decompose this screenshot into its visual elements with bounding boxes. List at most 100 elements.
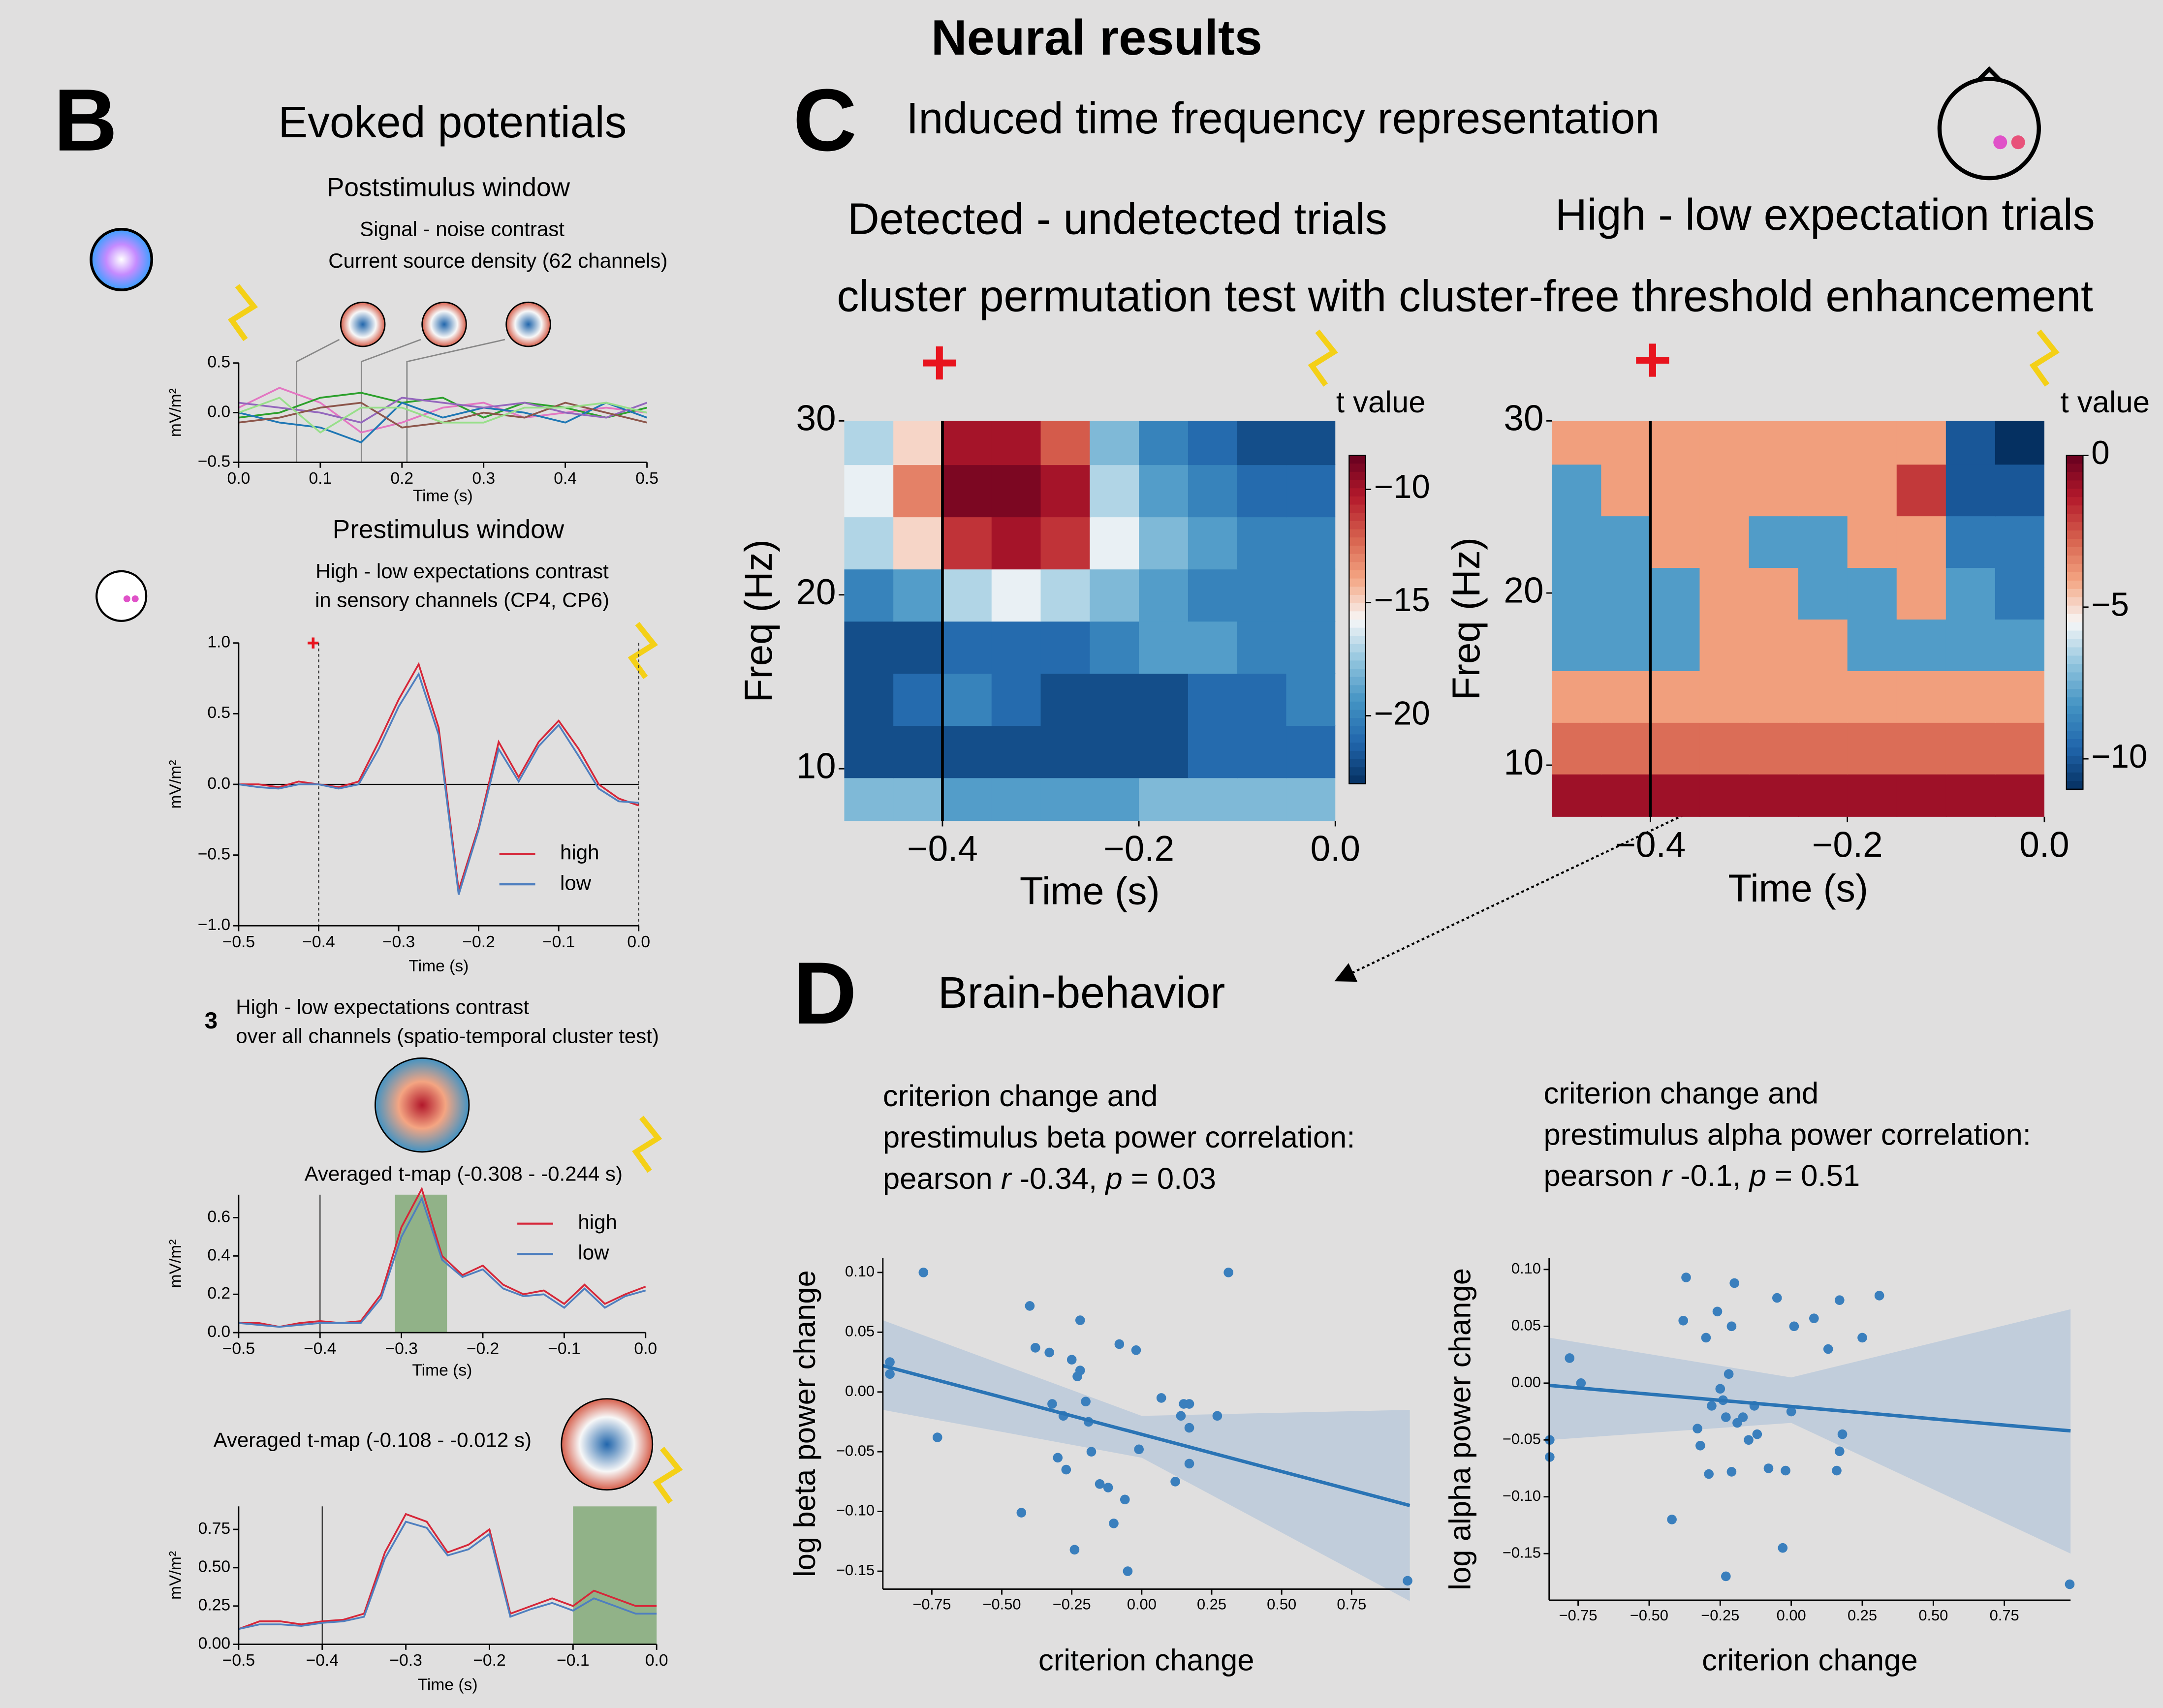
colorbar-segment	[1349, 644, 1366, 653]
y-tick-label: 0.05	[845, 1322, 875, 1339]
heatmap-cell	[1601, 515, 1651, 568]
scatter-point	[1701, 1333, 1711, 1343]
subtitle: Poststimulus window	[327, 173, 570, 202]
colorbar-segment	[1349, 611, 1366, 621]
chart-title: criterion change and	[883, 1079, 1158, 1113]
highlight-span	[573, 1506, 657, 1645]
heatmap-cell	[1090, 621, 1140, 674]
heatmap-cell	[991, 725, 1041, 778]
scatter-point	[1134, 1444, 1144, 1455]
colorbar-segment	[1349, 587, 1366, 596]
heatmap-cell	[1090, 421, 1140, 466]
heatmap-cell	[1090, 777, 1140, 821]
colorbar-segment	[1349, 693, 1366, 703]
y-tick-label: −0.15	[1503, 1544, 1541, 1561]
heatmap-cell	[1945, 774, 1996, 817]
x-axis-label: Time (s)	[412, 1361, 472, 1379]
heatmap-cell	[893, 621, 943, 674]
colorbar-segment	[2066, 522, 2083, 531]
heatmap-cell	[1896, 515, 1947, 568]
colorbar-tick-label: −15	[1374, 582, 1430, 619]
x-tick-label: −0.3	[382, 933, 415, 951]
subtitle: High - low expectations contrast	[236, 995, 529, 1019]
heatmap-cell	[1040, 464, 1091, 518]
heatmap-cell	[1040, 516, 1091, 570]
confidence-band	[1549, 1309, 2071, 1554]
heatmap-cell	[1601, 774, 1651, 817]
y-tick-label: 1.0	[207, 633, 230, 652]
heatmap-cell	[1798, 464, 1849, 517]
heatmap-cell	[1188, 621, 1238, 674]
chart-title: prestimulus beta power correlation:	[883, 1120, 1355, 1154]
colorbar-tick-label: 0	[2091, 435, 2109, 471]
heatmap-cell	[942, 568, 993, 622]
y-axis-label: log beta power change	[788, 1270, 822, 1577]
colorbar-segment	[2066, 689, 2083, 698]
heatmap-cell	[1237, 725, 1287, 778]
stat-part: = 0.03	[1123, 1162, 1216, 1196]
colorbar-frame	[1348, 455, 1367, 784]
y-tick-label: 0.0	[207, 403, 230, 421]
colorbar-segment	[2066, 622, 2083, 631]
heatmap-cell	[1139, 725, 1189, 778]
x-tick-label: −0.3	[385, 1340, 417, 1358]
colorbar-segment	[1349, 480, 1366, 489]
colorbar-segment	[2066, 589, 2083, 598]
scatter-point	[1715, 1384, 1725, 1394]
y-tick-label: 0.5	[207, 704, 230, 722]
x-tick-label: −0.2	[467, 1340, 499, 1358]
heatmap-cell	[1995, 619, 2044, 671]
heatmap-cell	[1650, 774, 1700, 817]
y-tick-label: −0.05	[836, 1442, 875, 1459]
colorbar-segment	[1349, 603, 1366, 612]
scatter-point	[1778, 1543, 1788, 1553]
scatter-point	[1223, 1268, 1233, 1277]
confidence-band	[882, 1320, 1410, 1601]
scatter-point	[1176, 1411, 1186, 1421]
legend-label: low	[578, 1241, 609, 1264]
y-tick-label: 0.10	[1511, 1260, 1541, 1277]
scatter-point	[1170, 1477, 1180, 1487]
heatmap-cells	[844, 421, 1336, 821]
heatmap-cell	[1945, 464, 1996, 517]
heatmap-cell	[991, 673, 1041, 726]
y-tick-label: 20	[1504, 570, 1543, 610]
colorbar-segment	[1349, 685, 1366, 694]
colorbar-segment	[2066, 614, 2083, 623]
scatter-point	[2065, 1579, 2075, 1589]
x-tick-label: −0.5	[222, 1340, 255, 1358]
colorbar-segment	[2066, 455, 2083, 465]
x-axis-label: Time (s)	[1728, 867, 1868, 910]
colorbar-segment	[2066, 655, 2083, 665]
heatmap-cell	[942, 621, 993, 674]
scatter-point	[1066, 1355, 1077, 1365]
heatmap-cell	[991, 421, 1041, 466]
x-tick-label: −0.4	[302, 933, 335, 951]
colorbar-segment	[2066, 597, 2083, 607]
colorbar-segment	[2066, 755, 2083, 765]
scatter-point	[1724, 1369, 1734, 1379]
heatmap-cell	[1286, 568, 1336, 622]
heatmap-cell	[991, 464, 1041, 518]
y-tick-label: −0.15	[836, 1561, 875, 1579]
heatmap-cell	[1945, 567, 1996, 620]
subtitle: over all channels (spatio-temporal clust…	[236, 1024, 659, 1047]
heatmap-cell	[942, 421, 993, 466]
colorbar-segment	[1349, 545, 1366, 555]
heatmap-cell	[844, 673, 894, 726]
scatter-point	[885, 1357, 895, 1367]
x-axis-label: Time (s)	[418, 1676, 478, 1694]
heatmap-cell	[1552, 421, 1602, 465]
axes: −0.4 −0.2 0.0 10 20 30 Time (s) Freq (Hz)	[737, 399, 1360, 913]
heatmap-cell	[1847, 619, 1898, 671]
heatmap-cell	[1699, 670, 1750, 723]
highlight-span	[395, 1194, 447, 1333]
colorbar-segment	[2066, 572, 2083, 582]
colorbar-segment	[2066, 681, 2083, 690]
heatmap-cell	[893, 777, 943, 821]
heatmap-cell	[1237, 673, 1287, 726]
scatter-point	[1693, 1424, 1702, 1433]
subtitle: High - low expectation trials	[1555, 190, 2095, 240]
colorbar-segment	[1349, 627, 1366, 637]
